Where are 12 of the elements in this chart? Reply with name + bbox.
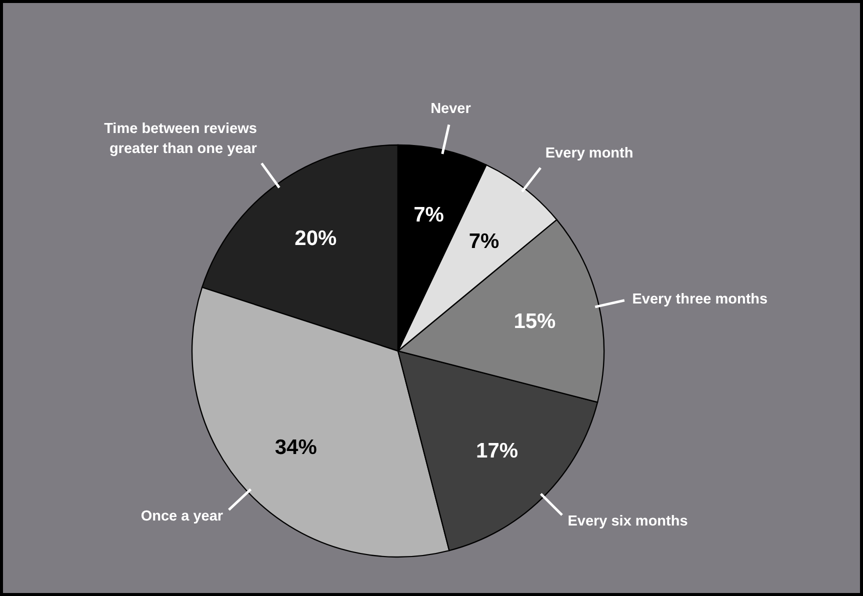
data-label: 15% <box>514 310 556 333</box>
slice-label: Every three months <box>632 292 768 308</box>
data-label: 7% <box>468 230 500 253</box>
slice-label: Once a year <box>140 508 224 524</box>
slice-label: Never <box>430 100 472 117</box>
slice-label: Every month <box>545 146 634 162</box>
data-label: 20% <box>294 227 338 250</box>
slice-label: Every six months <box>568 514 688 530</box>
slice-label: Time between reviews greater than one year <box>104 120 258 157</box>
data-label: 7% <box>414 204 444 227</box>
data-label: 17% <box>476 439 518 462</box>
data-label: 34% <box>274 436 318 460</box>
